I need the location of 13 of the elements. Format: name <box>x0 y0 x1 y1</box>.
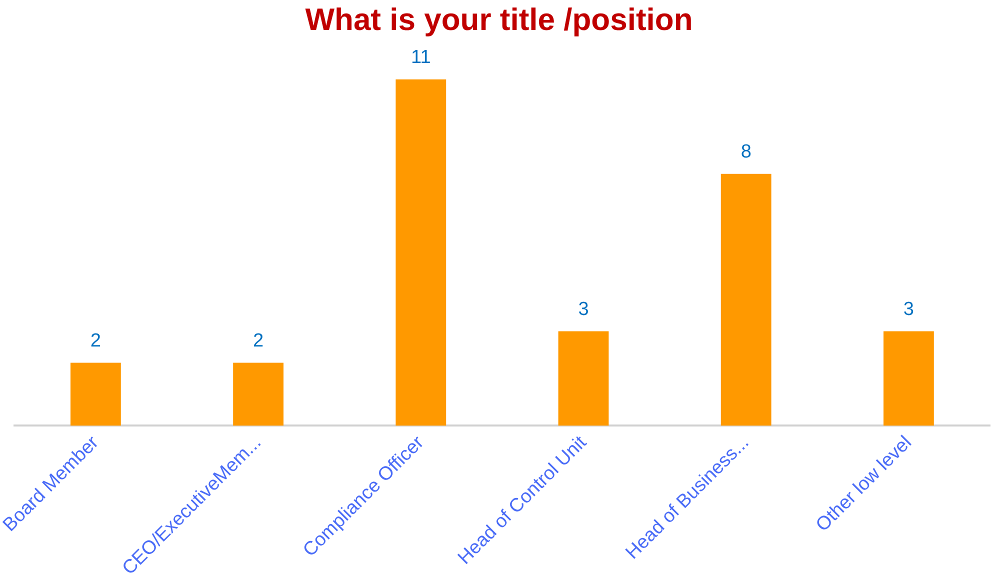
bar <box>883 331 934 426</box>
data-label: 3 <box>578 299 589 320</box>
bar <box>720 174 772 426</box>
data-label: 2 <box>90 330 101 352</box>
bar <box>233 362 284 426</box>
chart-title: What is your title /position <box>304 2 694 38</box>
data-label: 8 <box>740 142 752 163</box>
data-label: 2 <box>253 330 264 352</box>
bar <box>558 331 609 426</box>
bar <box>70 362 121 426</box>
data-label: 11 <box>411 47 431 68</box>
bar <box>396 79 446 426</box>
data-label: 3 <box>903 299 914 320</box>
